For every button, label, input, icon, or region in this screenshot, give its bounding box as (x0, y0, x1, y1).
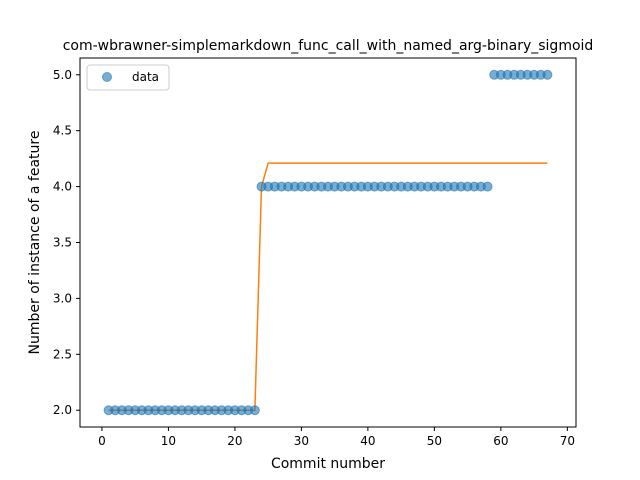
chart-title: com-wbrawner-simplemarkdown_func_call_wi… (63, 38, 594, 54)
x-tick-label: 50 (427, 434, 442, 448)
y-tick-label: 4.0 (53, 180, 72, 194)
x-tick-label: 40 (360, 434, 375, 448)
legend-marker-icon (102, 72, 112, 82)
y-tick-label: 4.5 (53, 124, 72, 138)
data-point (542, 69, 553, 80)
y-tick-label: 3.5 (53, 236, 72, 250)
x-tick-label: 70 (560, 434, 575, 448)
x-tick-label: 20 (227, 434, 242, 448)
data-point (249, 405, 260, 416)
x-tick-label: 30 (294, 434, 309, 448)
y-tick-label: 5.0 (53, 68, 72, 82)
x-tick-label: 60 (493, 434, 508, 448)
y-tick-label: 2.5 (53, 347, 72, 361)
y-tick-label: 3.0 (53, 291, 72, 305)
legend: data (86, 64, 170, 91)
legend-box (86, 64, 170, 91)
x-tick-label: 10 (161, 434, 176, 448)
data-points-layer (103, 69, 553, 416)
y-ticks-layer: 2.0 2.5 3.0 3.5 4.0 4.5 5.0 (53, 68, 80, 417)
y-tick-label: 2.0 (53, 403, 72, 417)
legend-label: data (132, 70, 159, 84)
plot-area (80, 58, 576, 427)
y-axis-label: Number of instance of a feature (27, 131, 43, 355)
x-ticks-layer: 0 10 20 30 40 50 60 70 (98, 427, 575, 448)
x-axis-label: Commit number (271, 456, 385, 472)
x-tick-label: 0 (98, 434, 106, 448)
data-point (482, 181, 493, 192)
